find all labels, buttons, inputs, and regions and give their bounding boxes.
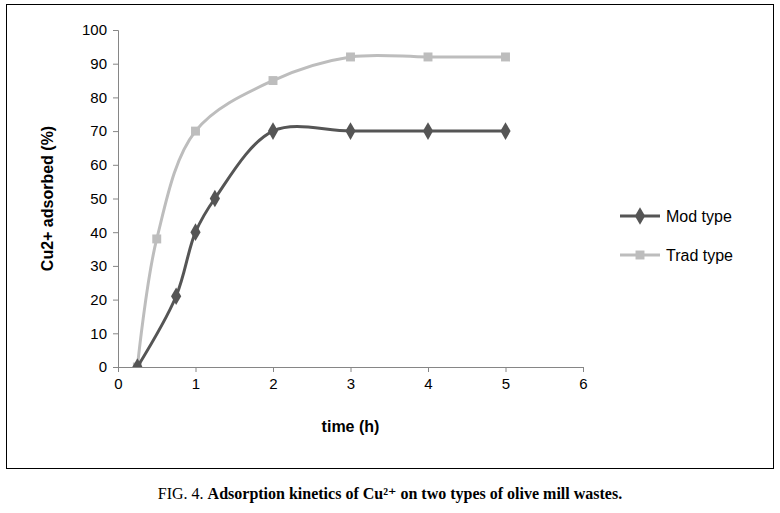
tick: 90 (90, 55, 118, 72)
tick-label: 1 (192, 375, 200, 392)
legend-marker (636, 251, 645, 260)
tick: 100 (82, 21, 118, 38)
caption-label: FIG. 4. (158, 485, 204, 502)
series-marker (171, 287, 181, 305)
caption: FIG. 4.Adsorption kinetics of Cu²⁺ on tw… (158, 485, 622, 503)
tick: 70 (90, 122, 118, 139)
tick-label: 70 (90, 122, 107, 139)
series-marker (424, 52, 433, 61)
tick-label: 4 (424, 375, 432, 392)
tick-label: 5 (502, 375, 510, 392)
tick-label: 0 (114, 375, 122, 392)
tick-mark (113, 199, 118, 200)
series-marker (500, 122, 510, 140)
tick: 5 (502, 367, 510, 392)
tick-mark (351, 367, 352, 372)
y-axis: 0 10 20 30 40 50 60 70 80 90 100 (82, 21, 119, 375)
tick-mark (113, 97, 118, 98)
tick-label: 0 (99, 358, 107, 375)
legend: Mod type Trad type (620, 207, 733, 264)
tick: 80 (90, 89, 118, 106)
tick-label: 60 (90, 156, 107, 173)
tick-mark (506, 367, 507, 372)
tick: 50 (90, 190, 118, 207)
tick-mark (113, 266, 118, 267)
legend-label: Trad type (666, 247, 733, 264)
tick-label: 2 (269, 375, 277, 392)
tick-mark (113, 333, 118, 334)
tick-label: 3 (347, 375, 355, 392)
y-axis-title: Cu2+ adsorbed (%) (39, 126, 56, 271)
tick-label: 80 (90, 89, 107, 106)
x-axis-title: time (h) (322, 418, 380, 435)
tick-mark (113, 367, 118, 368)
series-line (137, 55, 505, 367)
chart-frame (7, 5, 774, 469)
tick-mark (583, 367, 584, 372)
axis-line (119, 368, 584, 373)
legend-marker (635, 207, 645, 225)
tick: 2 (269, 367, 277, 392)
tick-mark (113, 165, 118, 166)
tick-label: 6 (579, 375, 587, 392)
tick-mark (113, 30, 118, 31)
tick: 20 (90, 291, 118, 308)
series-marker (210, 190, 220, 208)
caption-title: Adsorption kinetics of Cu²⁺ on two types… (208, 485, 623, 503)
tick: 0 (114, 367, 122, 392)
tick: 40 (90, 224, 118, 241)
x-axis: 0 1 2 3 4 5 6 (114, 367, 587, 392)
series-marker (345, 122, 355, 140)
series-marker (152, 234, 161, 243)
series-marker (132, 358, 142, 367)
series-marker (423, 122, 433, 140)
tick-mark (113, 64, 118, 65)
tick-mark (113, 232, 118, 233)
tick: 10 (90, 325, 118, 342)
tick-label: 50 (90, 190, 107, 207)
tick-label: 20 (90, 291, 107, 308)
series-marker (501, 52, 510, 61)
tick-mark (113, 131, 118, 132)
series-marker (269, 76, 278, 85)
tick: 0 (99, 358, 118, 375)
tick-mark (428, 367, 429, 372)
axis-line (113, 31, 119, 368)
tick-label: 30 (90, 257, 107, 274)
tick: 6 (579, 367, 587, 392)
tick: 30 (90, 257, 118, 274)
chart: 01234560102030405060708090100time (h)Cu2… (0, 0, 780, 513)
tick: 4 (424, 367, 432, 392)
tick: 3 (347, 367, 355, 392)
tick-label: 10 (90, 325, 107, 342)
tick-mark (273, 367, 274, 372)
series-marker (191, 127, 200, 136)
tick-label: 100 (82, 21, 107, 38)
series-marker (346, 52, 355, 61)
tick-mark (113, 300, 118, 301)
series-marker (190, 223, 200, 241)
tick-label: 40 (90, 224, 107, 241)
plot-marks (132, 52, 510, 367)
tick: 60 (90, 156, 118, 173)
tick: 1 (192, 367, 200, 392)
legend-item: Trad type (620, 247, 733, 264)
legend-item: Mod type (620, 207, 732, 225)
tick-label: 90 (90, 55, 107, 72)
legend-label: Mod type (666, 208, 732, 225)
tick-mark (196, 367, 197, 372)
series-line (137, 127, 505, 367)
series-marker (268, 122, 278, 140)
